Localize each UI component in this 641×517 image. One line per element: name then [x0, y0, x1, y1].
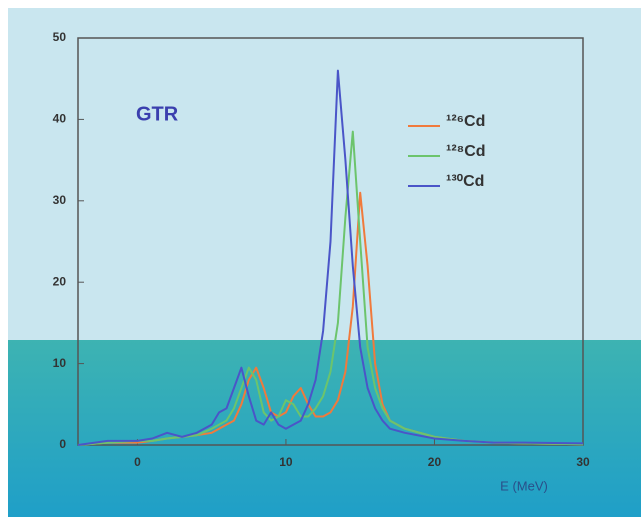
y-tick-label: 20 [53, 274, 67, 288]
x-tick-label: 20 [428, 455, 442, 469]
sea-panel [8, 340, 641, 517]
series-line [77, 69, 584, 446]
sky-panel [8, 8, 641, 340]
y-tick-label: 10 [53, 356, 67, 370]
x-tick-label: 0 [134, 455, 141, 469]
series-line [77, 130, 584, 446]
legend-label: ¹²⁸Cd [446, 143, 486, 160]
y-tick-label: 50 [53, 30, 67, 44]
x-tick-label: 10 [279, 455, 293, 469]
y-tick-label: 30 [53, 193, 67, 207]
legend-label: ¹³⁰Cd [446, 173, 484, 190]
annotation: GTR [136, 103, 179, 125]
plot-frame [77, 37, 584, 446]
y-tick-label: 0 [59, 437, 66, 451]
legend-label: ¹²⁶Cd [446, 113, 485, 130]
x-tick-label: 30 [576, 455, 590, 469]
y-tick-label: 40 [53, 112, 67, 126]
x-axis-label: E (MeV) [500, 478, 548, 493]
